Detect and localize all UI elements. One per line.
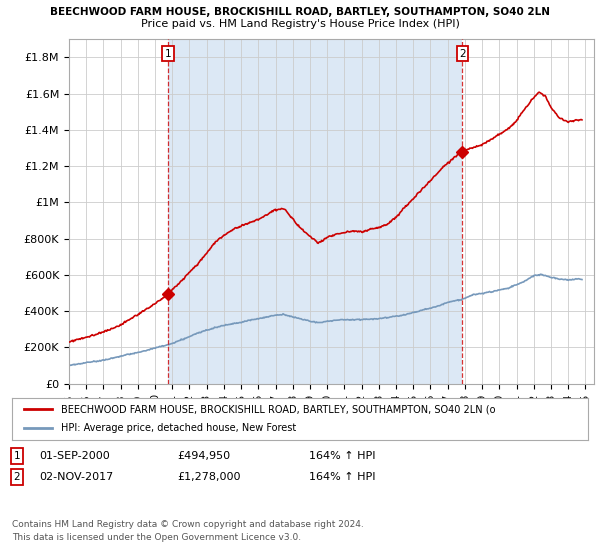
Text: 164% ↑ HPI: 164% ↑ HPI — [309, 472, 376, 482]
Text: £1,278,000: £1,278,000 — [177, 472, 241, 482]
Text: £494,950: £494,950 — [177, 451, 230, 461]
Text: 1: 1 — [13, 451, 20, 461]
Text: BEECHWOOD FARM HOUSE, BROCKISHILL ROAD, BARTLEY, SOUTHAMPTON, SO40 2LN (o: BEECHWOOD FARM HOUSE, BROCKISHILL ROAD, … — [61, 404, 496, 414]
Text: BEECHWOOD FARM HOUSE, BROCKISHILL ROAD, BARTLEY, SOUTHAMPTON, SO40 2LN: BEECHWOOD FARM HOUSE, BROCKISHILL ROAD, … — [50, 7, 550, 17]
Text: 2: 2 — [459, 49, 466, 59]
Text: 2: 2 — [13, 472, 20, 482]
Text: 1: 1 — [164, 49, 171, 59]
Text: 02-NOV-2017: 02-NOV-2017 — [39, 472, 113, 482]
Bar — [168, 39, 462, 384]
Text: HPI: Average price, detached house, New Forest: HPI: Average price, detached house, New … — [61, 423, 296, 433]
Text: Price paid vs. HM Land Registry's House Price Index (HPI): Price paid vs. HM Land Registry's House … — [140, 19, 460, 29]
Text: Contains HM Land Registry data © Crown copyright and database right 2024.
This d: Contains HM Land Registry data © Crown c… — [12, 520, 364, 542]
Text: 01-SEP-2000: 01-SEP-2000 — [39, 451, 110, 461]
Text: 164% ↑ HPI: 164% ↑ HPI — [309, 451, 376, 461]
